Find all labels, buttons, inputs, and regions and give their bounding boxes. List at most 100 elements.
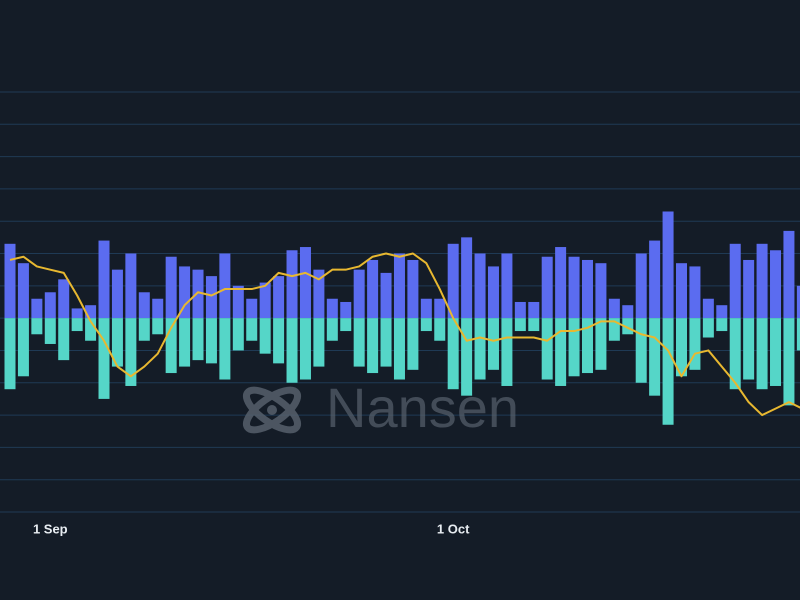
bar [729, 318, 741, 390]
x-tick-label: 1 Oct [437, 521, 470, 536]
bar [796, 318, 800, 351]
bar [17, 263, 29, 319]
bar [259, 282, 271, 319]
bar [273, 276, 285, 319]
bar [555, 247, 567, 319]
bar [85, 318, 97, 341]
bar [152, 298, 164, 319]
bar [487, 318, 499, 370]
bar [649, 240, 661, 319]
bar [635, 318, 647, 383]
bar [770, 318, 782, 386]
line [9, 252, 800, 417]
bar [219, 253, 231, 319]
bar [4, 243, 16, 319]
bars [4, 211, 800, 425]
bar [770, 250, 782, 319]
bar [729, 243, 741, 319]
x-tick-label: 1 Sep [33, 521, 68, 536]
bar [702, 318, 714, 338]
bar [326, 298, 338, 319]
bar [622, 318, 634, 335]
bar [259, 318, 271, 354]
watermark: Nansen [242, 376, 519, 439]
bar [205, 318, 217, 364]
bar [756, 318, 768, 390]
bar [662, 318, 674, 425]
bar [205, 276, 217, 319]
bar [246, 298, 258, 319]
bar [111, 318, 123, 367]
bar [340, 301, 352, 319]
bar [71, 318, 83, 332]
bar [407, 259, 419, 319]
bar [152, 318, 164, 335]
bar [649, 318, 661, 396]
bar [676, 318, 687, 377]
bar [461, 318, 473, 396]
bar [595, 318, 607, 370]
x-axis: 1 Sep 1 Oct [33, 521, 470, 536]
bar [192, 269, 204, 319]
bar [353, 269, 365, 319]
bar [756, 243, 768, 319]
bar [246, 318, 258, 341]
bar [676, 263, 687, 319]
bar [743, 259, 755, 319]
bar [702, 298, 714, 319]
bar [608, 318, 620, 341]
bar [689, 266, 701, 319]
bar [474, 318, 486, 380]
bar [783, 318, 795, 406]
bar [71, 308, 83, 319]
bar [98, 318, 110, 399]
bar [367, 259, 379, 319]
bar [783, 230, 795, 319]
bar [138, 318, 150, 341]
bar [58, 318, 70, 361]
bar [58, 279, 70, 319]
bar [98, 240, 110, 319]
bar [380, 318, 392, 367]
bar [541, 256, 553, 319]
bar [44, 318, 56, 344]
bar [541, 318, 553, 380]
bar [192, 318, 204, 361]
bar [716, 305, 728, 319]
bar [581, 259, 593, 319]
bar [219, 318, 231, 380]
bar [420, 318, 432, 332]
bar [340, 318, 352, 332]
bar [528, 318, 540, 332]
bar [313, 269, 325, 319]
bar [44, 292, 56, 319]
bar [514, 301, 526, 319]
bar [326, 318, 338, 341]
bar [501, 253, 513, 319]
bar [4, 318, 16, 390]
bar [528, 301, 540, 319]
bar [568, 256, 580, 319]
bar [461, 237, 473, 319]
bar [662, 211, 674, 319]
bar [447, 318, 459, 390]
bar [299, 247, 311, 319]
bar [595, 263, 607, 319]
bar [232, 285, 244, 319]
bar [447, 243, 459, 319]
bar [555, 318, 567, 386]
bar [434, 318, 446, 341]
bar [17, 318, 29, 377]
bar [31, 298, 43, 319]
bar [514, 318, 526, 332]
lines [9, 252, 800, 417]
bar [125, 253, 137, 319]
bar [380, 272, 392, 319]
bar [286, 250, 298, 319]
bar [434, 298, 446, 319]
bar [232, 318, 244, 351]
bar [501, 318, 513, 386]
bar [716, 318, 728, 332]
bar [138, 292, 150, 319]
